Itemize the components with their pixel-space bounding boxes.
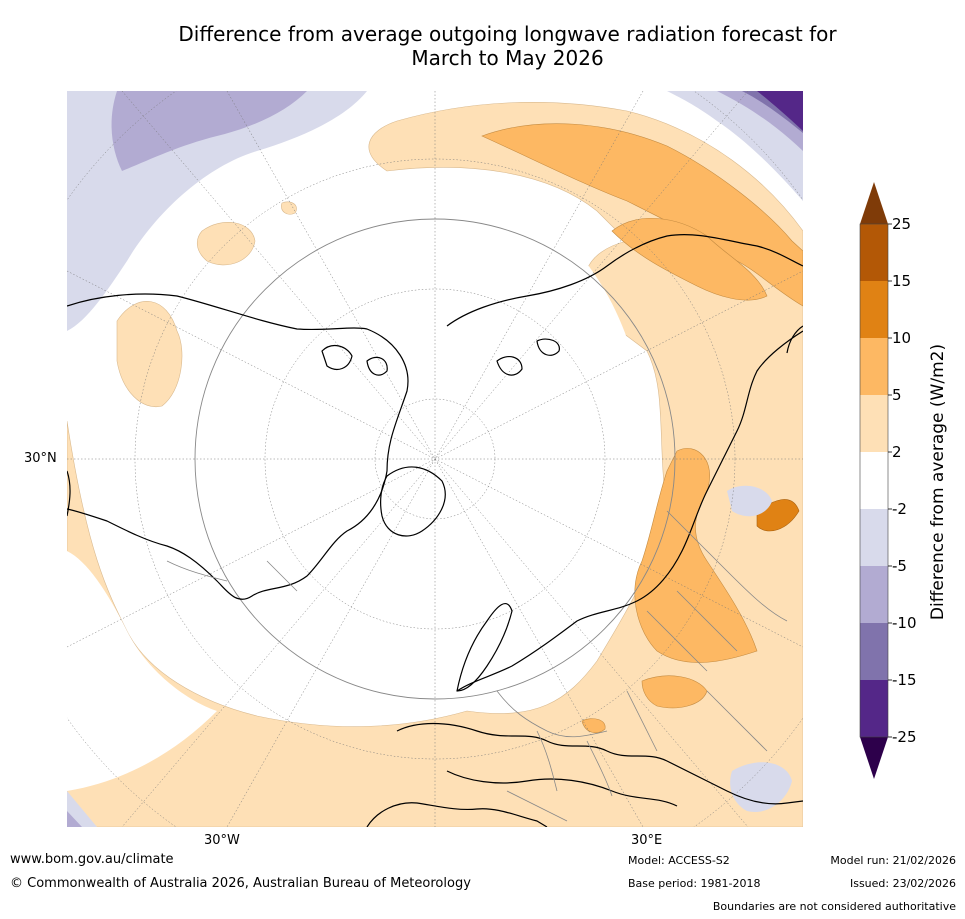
- latitude-circle-30n: [194, 218, 676, 700]
- anomaly-island-3: [281, 201, 297, 215]
- map-title: Difference from average outgoing longwav…: [100, 22, 915, 70]
- anomaly-region-purple-deep-ne: [757, 91, 803, 131]
- colorbar-band-cm15_m25: [860, 680, 888, 737]
- footer-issued: Issued: 23/02/2026: [849, 877, 956, 890]
- anomaly-region-purple-sw: [67, 791, 97, 827]
- colorbar-band-c2_5: [860, 395, 888, 452]
- polar-map: [67, 91, 803, 827]
- anomaly-island-2: [197, 222, 256, 266]
- coast-greenland: [380, 466, 446, 537]
- coastlines: [67, 234, 803, 827]
- footer-website[interactable]: www.bom.gov.au/climate: [10, 852, 174, 867]
- coast-med: [446, 770, 678, 807]
- anomaly-region-orange-mid-med: [581, 718, 606, 734]
- anomaly-island-pacific: [116, 301, 183, 408]
- latitude-label-30n: 30°N: [24, 451, 57, 466]
- coast-africa: [366, 802, 548, 827]
- colorbar-tick-label: -25: [892, 728, 917, 746]
- colorbar-tick-label: -15: [892, 671, 917, 689]
- colorbar-tick-label: 2: [892, 443, 902, 461]
- coast-europe: [396, 722, 803, 805]
- colorbar-band-cm5_m10: [860, 566, 888, 623]
- colorbar-tick-label: -5: [892, 557, 907, 575]
- title-line-2: March to May 2026: [411, 46, 604, 70]
- anomaly-region-orange-light: [67, 101, 803, 827]
- footer-model: Model: ACCESS-S2: [628, 854, 730, 867]
- colorbar-band-cm10_m15: [860, 623, 888, 680]
- anomaly-region-purple-sw-2: [67, 811, 82, 827]
- longitude-label-30w: 30°W: [204, 833, 240, 848]
- coast-west-edge: [67, 470, 71, 517]
- neutral-polar-region: [107, 241, 647, 696]
- graticule: [67, 91, 803, 827]
- colorbar-tick-label: 10: [892, 329, 911, 347]
- footer-disclaimer: Boundaries are not considered authoritat…: [712, 900, 956, 913]
- title-line-1: Difference from average outgoing longwav…: [178, 22, 837, 46]
- footer-copyright: © Commonwealth of Australia 2026, Austra…: [10, 876, 471, 891]
- coast-japan: [786, 325, 803, 354]
- neutral-band-left: [67, 551, 217, 791]
- anomaly-region-orange-mid-north: [481, 123, 803, 307]
- coast-arctic-islands: [321, 338, 560, 376]
- coast-eurasia: [446, 234, 803, 692]
- country-boundaries: [166, 510, 788, 822]
- anomaly-region-orange-mid-se: [641, 675, 708, 709]
- colorbar-label: Difference from average (W/m2): [928, 344, 948, 620]
- anomaly-region-orange-mid-eurasia: [611, 217, 768, 301]
- anomaly-region-purple-mid-nw: [111, 91, 307, 171]
- colorbar-tick-label: -2: [892, 500, 907, 518]
- colorbar-outline: [859, 223, 889, 738]
- colorbar-band-c10_15: [860, 281, 888, 338]
- colorbar-extend-high: [860, 182, 888, 224]
- colorbar-extend-low: [860, 737, 888, 779]
- coast-north-america: [67, 293, 409, 600]
- colorbar-tick-label: 15: [892, 272, 911, 290]
- anomaly-region-purple-east: [727, 485, 772, 517]
- anomaly-region-purple-se: [730, 762, 792, 812]
- longitude-label-30e: 30°E: [631, 833, 663, 848]
- colorbar-band-neutral: [860, 452, 888, 509]
- colorbar-band-c15_25: [860, 224, 888, 281]
- colorbar-tick-label: 25: [892, 215, 911, 233]
- colorbar-band-cm2_m5: [860, 509, 888, 566]
- colorbar-tick-label: -10: [892, 614, 917, 632]
- colorbar-tick-label: 5: [892, 386, 902, 404]
- coast-scandinavia: [456, 603, 513, 692]
- footer-base-period: Base period: 1981-2018: [628, 877, 761, 890]
- footer-model-run: Model run: 21/02/2026: [830, 854, 956, 867]
- colorbar-band-c5_10: [860, 338, 888, 395]
- colorbar: 25 15 10 5 2 -2 -5 -10 -15 -25 Difference from av…: [859, 182, 948, 779]
